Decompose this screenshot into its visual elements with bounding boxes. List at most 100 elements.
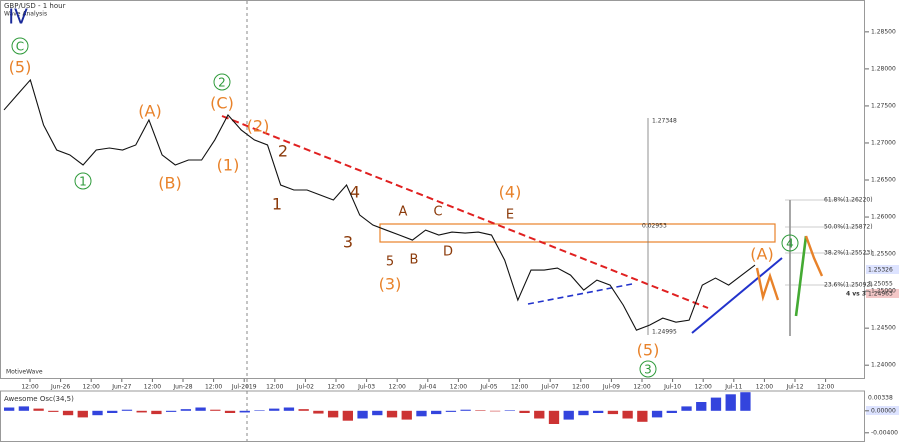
wave-label: A (399, 205, 408, 220)
osc-bar (519, 410, 530, 413)
x-tick-label: Jul-03 (357, 384, 375, 391)
osc-bar (151, 410, 162, 415)
osc-value-label: 0.00338 (868, 395, 893, 402)
osc-bar (33, 408, 44, 411)
fib-label: 23.6%(1.25092) (824, 282, 873, 289)
y-tick-label: 1.26000 (871, 214, 896, 221)
y-tick-label: 1.27000 (871, 139, 896, 146)
osc-bar (681, 406, 692, 411)
note: 4 vs 3 (846, 291, 866, 298)
trend-line (221, 115, 709, 309)
osc-tick-label: 0.00000 (871, 407, 896, 414)
price-label: 1.25326 (868, 267, 893, 274)
wave-label: (B) (158, 174, 181, 193)
osc-bar (386, 410, 398, 418)
measure-label: 1.27348 (652, 118, 677, 125)
osc-bar (357, 410, 368, 419)
osc-bar (313, 410, 324, 414)
osc-bar (77, 410, 88, 418)
price-box (866, 406, 899, 415)
osc-bar (622, 410, 633, 419)
osc-bar (62, 410, 74, 416)
measure-label: 1.24995 (652, 329, 677, 336)
x-tick-label: 12:00 (327, 384, 344, 391)
osc-bar (445, 410, 457, 412)
projection-arrow (794, 235, 808, 317)
wave-label: (C) (210, 94, 234, 113)
fib-label: 61.8%(1.26220) (824, 197, 873, 204)
osc-bar (504, 410, 515, 411)
y-tick-label: 1.24500 (871, 325, 896, 332)
wave-label: E (506, 208, 514, 223)
price-box (866, 289, 899, 298)
fib-label: 50.0%(1.25872) (824, 224, 873, 231)
osc-bar (92, 410, 103, 416)
x-tick-label: 12:00 (266, 384, 283, 391)
osc-bar (578, 410, 589, 416)
price-line (3, 78, 756, 331)
x-tick-label: Jul-12 (785, 384, 803, 391)
wave-label: IV (8, 5, 28, 29)
osc-bar (666, 410, 677, 413)
osc-bar (269, 408, 280, 411)
trend-line (691, 257, 783, 334)
x-tick-label: Jul-11 (724, 384, 742, 391)
wave-circle (639, 360, 657, 378)
fib-label: 38.2%(1.25523) (824, 250, 873, 257)
osc-bar (534, 410, 545, 419)
osc-bar (372, 410, 383, 416)
osc-bar (18, 406, 30, 411)
y-tick-label: 1.26500 (871, 177, 896, 184)
y-tick-label: 1.28500 (871, 28, 896, 35)
osc-bar (637, 410, 648, 422)
subtitle: Wave Analysis (4, 11, 47, 18)
wave-circle (781, 234, 799, 252)
wave-label: 3 (644, 363, 652, 377)
y-tick-label: 1.25500 (871, 251, 896, 258)
osc-bar (460, 409, 471, 411)
x-tick-label: 12:00 (450, 384, 467, 391)
osc-bar (283, 407, 295, 411)
wave-label: 2 (278, 142, 288, 161)
x-tick-label: 12:00 (572, 384, 589, 391)
wave-label: (3) (379, 275, 402, 294)
osc-tick-label: -0.00400 (871, 429, 898, 436)
wave-label: 1 (272, 195, 282, 214)
x-tick-label: 12:00 (817, 384, 834, 391)
osc-bar (416, 410, 427, 417)
osc-bar (725, 394, 736, 411)
y-tick-label: 1.28000 (871, 65, 896, 72)
osc-bar (740, 392, 751, 411)
x-tick-label: Jul-07 (541, 384, 559, 391)
wave-label: D (443, 245, 453, 260)
x-tick-label: Jul-09 (602, 384, 620, 391)
chart-title: GBP/USD - 1 hour (4, 2, 66, 10)
osc-bar (210, 409, 221, 411)
wave-circle (213, 73, 231, 91)
osc-bar (593, 410, 604, 413)
wave-label: 4 (350, 183, 360, 202)
wave-label: (5) (637, 341, 660, 360)
x-tick-label: 12:00 (144, 384, 161, 391)
osc-bar (563, 410, 574, 420)
price-label: 1.24963 (868, 291, 893, 298)
x-tick-label: 12:00 (511, 384, 528, 391)
x-tick-label: Jul-2019 (231, 384, 257, 391)
x-tick-label: Jun-26 (50, 384, 70, 391)
wave-label: (1) (217, 156, 240, 175)
wave-label: 1 (79, 175, 87, 189)
wave-label: 2 (218, 76, 226, 90)
source: MotiveWave (6, 369, 43, 376)
osc-bar (298, 409, 309, 411)
osc-bar (239, 410, 250, 413)
osc-bar (548, 410, 560, 424)
wave-label: 3 (343, 233, 353, 252)
osc-bar (401, 410, 412, 420)
osc-bar (651, 410, 663, 418)
osc-bar (696, 402, 707, 411)
osc-bar (107, 410, 118, 413)
x-tick-label: 12:00 (21, 384, 38, 391)
osc-bar (48, 410, 59, 412)
trend-line (527, 283, 633, 305)
osc-bar (165, 410, 177, 412)
